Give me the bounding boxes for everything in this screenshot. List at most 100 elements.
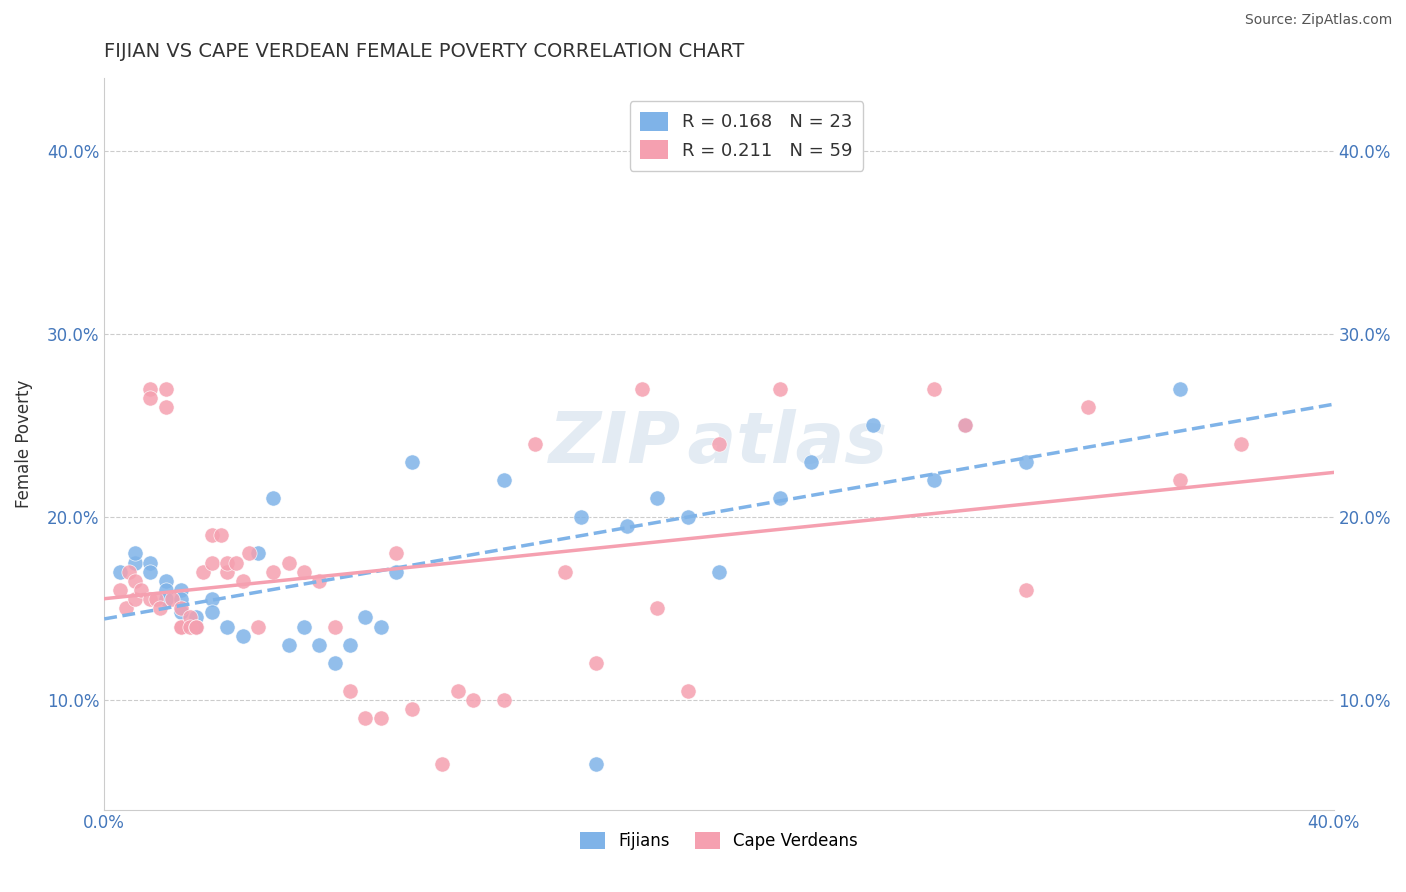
Point: [401, 455, 423, 469]
Point: [124, 592, 146, 607]
Point: [124, 546, 146, 560]
Point: [232, 629, 254, 643]
Point: [139, 382, 162, 396]
Point: [238, 546, 260, 560]
Point: [124, 574, 146, 588]
Point: [155, 382, 177, 396]
Point: [707, 436, 730, 450]
Point: [769, 382, 792, 396]
Point: [370, 711, 392, 725]
Point: [262, 491, 284, 506]
Point: [262, 565, 284, 579]
Point: [124, 556, 146, 570]
Point: [1015, 582, 1038, 597]
Point: [616, 519, 638, 533]
Point: [155, 592, 177, 607]
Point: [676, 683, 699, 698]
Point: [179, 619, 201, 633]
Point: [385, 565, 408, 579]
Point: [118, 565, 141, 579]
Point: [277, 556, 299, 570]
Legend: R = 0.168   N = 23, R = 0.211   N = 59: R = 0.168 N = 23, R = 0.211 N = 59: [630, 102, 863, 170]
Point: [186, 610, 208, 624]
Y-axis label: Female Poverty: Female Poverty: [15, 379, 32, 508]
Point: [108, 565, 131, 579]
Point: [225, 556, 247, 570]
Text: ZIP atlas: ZIP atlas: [550, 409, 889, 478]
Point: [209, 528, 232, 542]
Point: [447, 683, 470, 698]
Point: [179, 610, 201, 624]
Point: [354, 610, 377, 624]
Point: [145, 592, 167, 607]
Point: [114, 601, 136, 615]
Point: [170, 592, 193, 607]
Point: [401, 702, 423, 716]
Point: [862, 418, 884, 433]
Point: [139, 592, 162, 607]
Point: [170, 619, 193, 633]
Point: [277, 638, 299, 652]
Point: [246, 546, 269, 560]
Point: [155, 400, 177, 414]
Point: [922, 473, 945, 487]
Point: [492, 692, 515, 706]
Point: [1077, 400, 1099, 414]
Point: [354, 711, 377, 725]
Point: [953, 418, 976, 433]
Point: [155, 582, 177, 597]
Point: [170, 601, 193, 615]
Point: [201, 605, 224, 619]
Point: [922, 382, 945, 396]
Point: [108, 582, 131, 597]
Point: [1168, 473, 1191, 487]
Point: [308, 574, 330, 588]
Point: [585, 756, 607, 771]
Point: [232, 574, 254, 588]
Point: [676, 509, 699, 524]
Point: [139, 556, 162, 570]
Point: [129, 582, 152, 597]
Point: [170, 605, 193, 619]
Point: [339, 638, 361, 652]
Point: [370, 619, 392, 633]
Point: [186, 619, 208, 633]
Point: [385, 546, 408, 560]
Point: [769, 491, 792, 506]
Point: [323, 656, 346, 670]
Point: [292, 565, 315, 579]
Point: [308, 638, 330, 652]
Point: [1015, 455, 1038, 469]
Point: [139, 565, 162, 579]
Point: [432, 756, 454, 771]
Point: [647, 601, 669, 615]
Point: [292, 619, 315, 633]
Point: [201, 528, 224, 542]
Point: [323, 619, 346, 633]
Point: [1168, 382, 1191, 396]
Text: FIJIAN VS CAPE VERDEAN FEMALE POVERTY CORRELATION CHART: FIJIAN VS CAPE VERDEAN FEMALE POVERTY CO…: [104, 42, 745, 61]
Point: [1230, 436, 1253, 450]
Point: [186, 619, 208, 633]
Point: [170, 619, 193, 633]
Point: [246, 619, 269, 633]
Point: [186, 619, 208, 633]
Point: [148, 601, 170, 615]
Point: [155, 574, 177, 588]
Point: [201, 592, 224, 607]
Point: [339, 683, 361, 698]
Point: [170, 582, 193, 597]
Text: Source: ZipAtlas.com: Source: ZipAtlas.com: [1244, 13, 1392, 28]
Point: [217, 556, 239, 570]
Point: [800, 455, 823, 469]
Point: [647, 491, 669, 506]
Point: [217, 565, 239, 579]
Point: [631, 382, 654, 396]
Point: [523, 436, 546, 450]
Point: [461, 692, 484, 706]
Point: [585, 656, 607, 670]
Point: [201, 556, 224, 570]
Point: [191, 565, 214, 579]
Point: [139, 391, 162, 405]
Point: [160, 592, 183, 607]
